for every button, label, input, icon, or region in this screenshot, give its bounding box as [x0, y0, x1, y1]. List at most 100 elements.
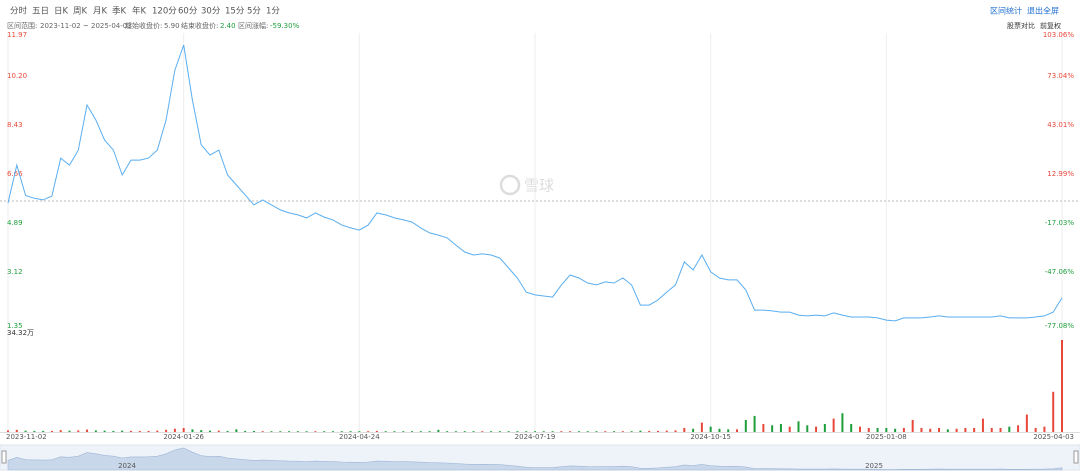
- x-tick-label: 2024-04-24: [339, 433, 380, 441]
- y2-tick-label: -47.06%: [1045, 268, 1075, 276]
- volume-bar: [692, 428, 695, 432]
- period-tab[interactable]: 年K: [132, 6, 147, 17]
- volume-bar: [525, 431, 528, 432]
- volume-bar: [753, 415, 756, 432]
- volume-bar: [437, 429, 440, 432]
- volume-bar: [7, 430, 9, 432]
- start-label: 起始收盘价:: [125, 21, 162, 30]
- start-value: 5.90: [164, 22, 180, 30]
- volume-bar: [235, 429, 238, 432]
- volume-bar: [463, 431, 466, 432]
- volume-bar: [358, 431, 361, 432]
- volume-bar: [323, 431, 326, 432]
- period-tab[interactable]: 季K: [112, 6, 127, 17]
- volume-bar: [911, 419, 914, 432]
- volume-bar: [86, 429, 89, 432]
- x-tick-label: 2024-07-19: [515, 433, 556, 441]
- volume-bar: [946, 429, 949, 432]
- y2-tick-label: 73.04%: [1047, 72, 1074, 80]
- volume-bar: [569, 431, 572, 432]
- volume-bar: [841, 413, 844, 432]
- volume-bar: [595, 431, 598, 432]
- period-tab[interactable]: 1分: [266, 7, 280, 17]
- period-tab[interactable]: 五日: [32, 7, 49, 17]
- end-value: 2.40: [220, 22, 236, 30]
- volume-bar: [252, 430, 255, 432]
- volume-bar: [94, 430, 97, 432]
- volume-bar: [498, 431, 501, 432]
- adjust-option[interactable]: 前复权: [1040, 21, 1061, 30]
- period-tab[interactable]: 60分: [178, 7, 198, 17]
- volume-bar: [305, 431, 308, 432]
- volume-bar: [296, 431, 299, 432]
- volume-bar: [823, 423, 826, 432]
- volume-bar: [902, 427, 905, 432]
- volume-bar: [586, 431, 589, 432]
- watermark-logo: [499, 174, 521, 196]
- volume-bar: [121, 430, 124, 432]
- volume-bar: [999, 427, 1002, 432]
- y-tick-label: 8.43: [7, 121, 23, 129]
- volume-bar: [832, 418, 835, 432]
- volume-bar: [981, 418, 984, 432]
- volume-bar: [1025, 414, 1028, 432]
- volume-bar: [665, 430, 668, 432]
- navigator-handle[interactable]: [1, 450, 7, 464]
- period-tab[interactable]: 5分: [247, 7, 261, 17]
- volume-bar: [42, 430, 45, 432]
- volume-bar: [779, 423, 782, 432]
- volume-bar: [103, 430, 106, 432]
- price-line: [7, 44, 1063, 322]
- watermark-text: 雪球: [524, 177, 554, 195]
- period-tab[interactable]: 30分: [201, 7, 221, 17]
- y-tick-label: 4.89: [7, 219, 23, 227]
- volume-bar: [736, 429, 739, 432]
- volume-bar: [867, 427, 870, 432]
- y2-tick-label: 12.99%: [1047, 170, 1074, 178]
- volume-bar: [173, 428, 176, 432]
- period-tab[interactable]: 120分: [152, 7, 177, 17]
- volume-bar: [727, 429, 730, 432]
- volume-bar: [674, 430, 677, 432]
- exit-fullscreen-link[interactable]: 退出全屏: [1027, 6, 1059, 16]
- volume-bar: [613, 431, 616, 432]
- period-tab[interactable]: 周K: [73, 7, 88, 17]
- volume-bar: [938, 427, 941, 432]
- volume-bar: [718, 428, 721, 432]
- volume-bar: [402, 431, 405, 432]
- volume-bar: [182, 427, 185, 432]
- navigator-label: 2024: [118, 462, 136, 470]
- volume-bar: [1008, 426, 1011, 432]
- y2-tick-label: -77.08%: [1045, 322, 1075, 330]
- volume-bar: [138, 430, 141, 432]
- volume-bar: [411, 431, 414, 432]
- end-label: 结束收盘价:: [181, 21, 218, 30]
- period-tab[interactable]: 15分: [225, 7, 245, 17]
- period-tab[interactable]: 分时: [10, 6, 28, 17]
- volume-bar: [762, 423, 765, 432]
- volume-bar: [419, 431, 422, 432]
- period-tab[interactable]: 日K: [54, 7, 69, 17]
- x-tick-label: 2023-11-02: [6, 433, 47, 441]
- volume-bar: [516, 431, 519, 432]
- range-stats-link[interactable]: 区间统计: [990, 6, 1022, 16]
- volume-bar: [375, 430, 378, 432]
- volume-bar: [964, 427, 967, 432]
- volume-bar: [1043, 426, 1046, 432]
- volume-bar: [50, 430, 53, 432]
- volume-bar: [454, 431, 457, 432]
- x-tick-label: 2025-04-03: [1033, 433, 1074, 441]
- volume-bar: [191, 429, 194, 432]
- navigator-handle[interactable]: [1073, 450, 1079, 464]
- volume-bar: [244, 430, 247, 432]
- volume-bar: [349, 431, 352, 432]
- x-tick-label: 2025-01-08: [866, 433, 907, 441]
- volume-bar: [279, 431, 282, 432]
- compare-option[interactable]: 股票对比: [1007, 21, 1035, 30]
- volume-bar: [920, 427, 923, 432]
- y2-tick-label: 103.06%: [1043, 31, 1074, 39]
- period-tab[interactable]: 月K: [93, 7, 108, 17]
- navigator-area: [7, 447, 1063, 471]
- volume-bar: [630, 431, 633, 432]
- y-tick-label: 1.35: [7, 322, 23, 330]
